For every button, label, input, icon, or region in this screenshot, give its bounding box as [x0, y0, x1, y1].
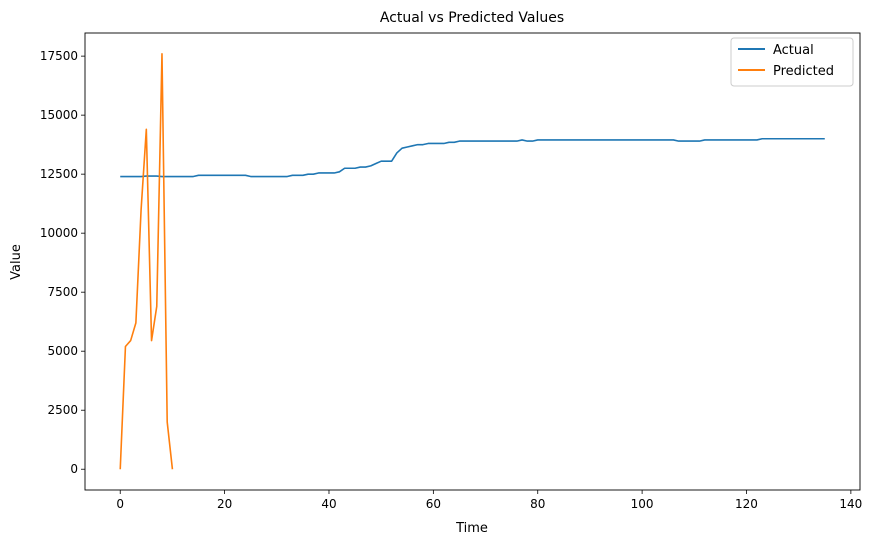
x-tick-label: 20	[217, 497, 232, 511]
legend-actual-label: Actual	[773, 43, 814, 58]
x-axis-label: Time	[455, 521, 488, 536]
x-tick-label: 0	[116, 497, 124, 511]
y-tick-label: 15000	[40, 108, 78, 122]
x-tick-label: 100	[631, 497, 654, 511]
series-layer	[119, 52, 825, 470]
y-tick-label: 5000	[47, 344, 78, 358]
y-axis-label: Value	[9, 244, 24, 280]
y-tick-label: 7500	[47, 285, 78, 299]
y-axis-ticks: 0 2500 5000 7500 10000 12500 15000 17500	[40, 49, 85, 476]
y-tick-label: 10000	[40, 226, 78, 240]
plot-area-frame	[84, 32, 861, 491]
chart-title: Actual vs Predicted Values	[380, 10, 564, 26]
series-line-actual	[120, 137, 825, 178]
y-tick-label: 12500	[40, 167, 78, 181]
legend-predicted-label: Predicted	[773, 64, 834, 79]
y-tick-label: 2500	[47, 403, 78, 417]
x-tick-label: 120	[735, 497, 758, 511]
series-line-predicted	[119, 52, 174, 470]
x-tick-label: 80	[530, 497, 545, 511]
x-tick-label: 140	[839, 497, 862, 511]
x-tick-label: 40	[321, 497, 336, 511]
y-tick-label: 0	[70, 462, 78, 476]
y-tick-label: 17500	[40, 49, 78, 63]
legend: Actual Predicted	[730, 37, 854, 87]
x-axis-ticks: 0 20 40 60 80 100 120 140	[116, 490, 862, 511]
x-tick-label: 60	[426, 497, 441, 511]
